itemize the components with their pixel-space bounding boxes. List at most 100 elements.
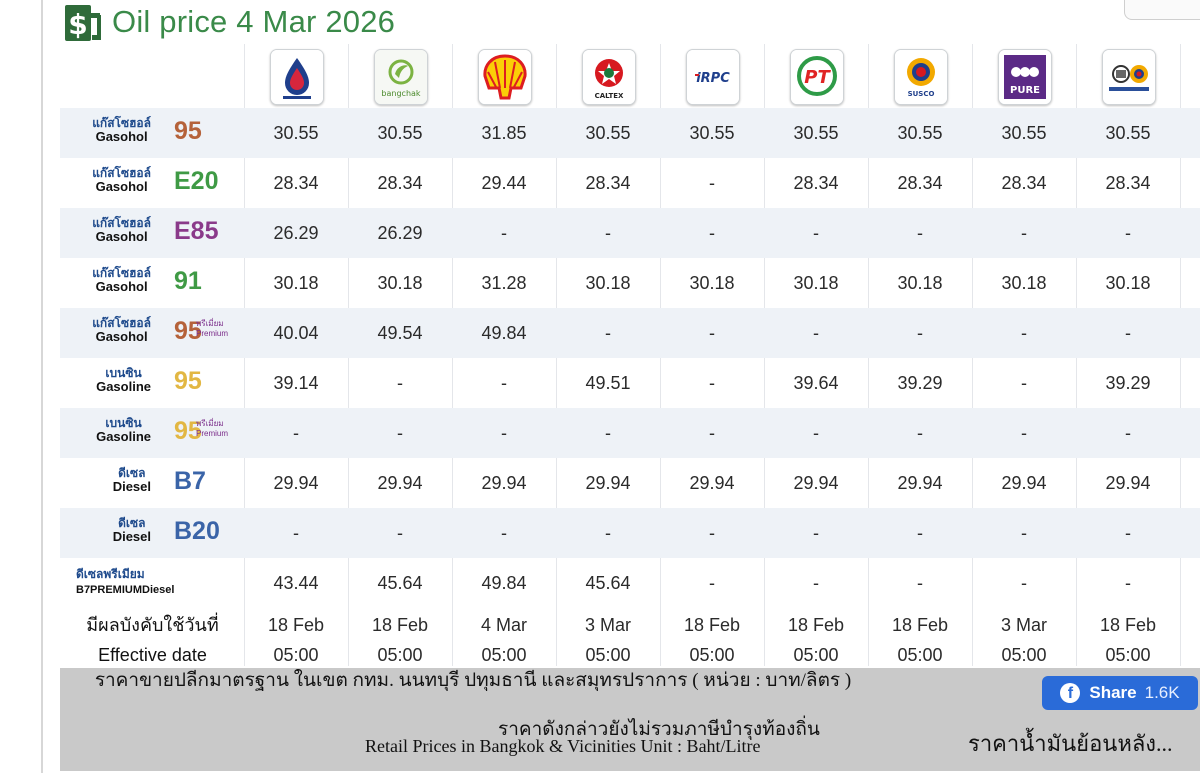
price-cell: 30.18 [377, 273, 423, 293]
price-cell: 29.94 [689, 473, 735, 493]
price-cell: - [501, 423, 507, 443]
fuel-name-stack: ดีเซล Diesel [113, 516, 151, 544]
fuel-label: ดีเซลพรีเมียม B7PREMIUMDiesel [60, 558, 245, 608]
price-cell: 30.55 [377, 123, 423, 143]
retail-note-thai: ราคาขายปลีกมาตรฐาน ในเขต กทม. นนทบุรี ปท… [94, 670, 852, 691]
page-left-border [41, 0, 43, 773]
price-cell: - [813, 573, 819, 593]
fuel-name-stack: ดีเซลพรีเมียม B7PREMIUMDiesel [76, 566, 174, 598]
fuel-label: เบนซิน Gasoline 95 พรีเมี่ยม Premium [60, 408, 245, 458]
price-cell: 45.64 [585, 573, 631, 593]
top-right-widget[interactable] [1124, 0, 1200, 20]
price-cell: - [397, 373, 403, 393]
effective-time-cell: 05:00 [377, 645, 423, 665]
premium-badge: พรีเมี่ยม Premium [196, 319, 228, 339]
effective-time-cell: 05:00 [793, 645, 839, 665]
svg-text:PURE: PURE [1010, 85, 1040, 96]
pure-logo-icon: PURE [998, 49, 1052, 105]
fuel-label: ดีเซล Diesel B7 [60, 458, 245, 508]
fuel-english-name: Gasohol [95, 129, 148, 144]
fuel-thai-name: แก๊สโซฮอล์ [92, 316, 151, 330]
price-history-link[interactable]: ราคาน้ำมันย้อนหลัง... [968, 731, 1173, 756]
fuel-label: แก๊สโซฮอล์ Gasohol 95 พรีเมี่ยม Premium [60, 308, 245, 358]
fuel-row: ดีเซลพรีเมียม B7PREMIUMDiesel 43.44 45.64 49… [60, 558, 1200, 608]
fuel-code: 95 [174, 367, 202, 395]
price-cell: - [501, 223, 507, 243]
price-cell: - [709, 223, 715, 243]
fuel-name-stack: แก๊สโซฮอล์ Gasohol [92, 166, 151, 194]
price-cell: 28.34 [897, 173, 943, 193]
fuel-thai-name: แก๊สโซฮอล์ [92, 166, 151, 180]
fuel-english-name: Gasohol [95, 179, 148, 194]
price-cell: - [605, 423, 611, 443]
fuel-row: เบนซิน Gasoline 95 39.14 - - 49.51 - 39.64 39.29 -… [60, 358, 1200, 408]
fuel-name-stack: เบนซิน Gasoline [96, 416, 151, 444]
price-cell: 49.54 [377, 323, 423, 343]
price-cell: - [709, 173, 715, 193]
price-cell: - [917, 523, 923, 543]
fuel-english-name: Diesel [112, 479, 151, 494]
price-cell: 30.55 [1105, 123, 1151, 143]
price-cell: 26.29 [377, 223, 423, 243]
price-cell: 31.28 [481, 273, 527, 293]
price-cell: 29.94 [793, 473, 839, 493]
price-cell: 49.84 [481, 573, 527, 593]
price-cell: - [501, 523, 507, 543]
price-cell: 30.18 [689, 273, 735, 293]
fuel-english-name: Gasohol [95, 229, 148, 244]
effective-date-cell: 18 Feb [1099, 615, 1157, 635]
effective-date-cell: 18 Feb [787, 615, 845, 635]
page-header: $ Oil price 4 Mar 2026 [62, 0, 395, 44]
fuel-code: E85 [174, 217, 219, 245]
fuel-row: แก๊สโซฮอล์ Gasohol E85 26.29 26.29 - - - - - - - [60, 208, 1200, 258]
price-cell: 30.18 [1001, 273, 1047, 293]
effective-date-cell: 18 Feb [267, 615, 325, 635]
price-cell: - [397, 523, 403, 543]
price-cell: - [293, 423, 299, 443]
fuel-name-stack: เบนซิน Gasoline [96, 366, 151, 394]
price-cell: 40.04 [273, 323, 319, 343]
effective-time-row: Effective date 05:00 05:00 05:00 05:00 05:00… [60, 640, 1200, 670]
svg-text:PT: PT [804, 67, 831, 88]
fuel-english-name: B7PREMIUMDiesel [76, 584, 175, 596]
price-cell: 28.34 [273, 173, 319, 193]
price-cell: - [1021, 423, 1027, 443]
price-cell: 39.29 [1105, 373, 1151, 393]
price-cell: 28.34 [793, 173, 839, 193]
dealer-logo-icon [1102, 49, 1156, 105]
price-cell: - [813, 423, 819, 443]
fuel-thai-name: แก๊สโซฮอล์ [92, 116, 151, 130]
svg-text:bangchak: bangchak [381, 89, 421, 98]
fuel-label: แก๊สโซฮอล์ Gasohol E20 [60, 158, 245, 208]
svg-text:SUSCO: SUSCO [908, 90, 935, 98]
svg-text:CALTEX: CALTEX [595, 92, 624, 100]
price-cell: - [1125, 323, 1131, 343]
share-label: Share [1089, 683, 1137, 702]
effective-eng-label: Effective date [98, 645, 207, 665]
fuel-thai-name: แก๊สโซฮอล์ [92, 266, 151, 280]
effective-date-row: มีผลบังคับใช้วันที่ 18 Feb 18 Feb 4 Mar 3 M… [60, 610, 1200, 640]
price-cell: - [1125, 573, 1131, 593]
effective-date-cell: 4 Mar [480, 615, 527, 635]
effective-time-cell: 05:00 [689, 645, 735, 665]
brand-susco: SUSCO [868, 49, 972, 107]
price-cell: - [1125, 523, 1131, 543]
fuel-label: เบนซิน Gasoline 95 [60, 358, 245, 408]
price-cell: 49.51 [585, 373, 631, 393]
price-cell: 28.34 [585, 173, 631, 193]
effective-time-cell: 05:00 [273, 645, 319, 665]
fuel-english-name: Diesel [112, 529, 151, 544]
fuel-code: 95 [174, 417, 202, 445]
effective-thai-label: มีผลบังคับใช้วันที่ [86, 615, 219, 635]
brand-bangchak: bangchak [348, 49, 452, 107]
price-cell: - [1021, 323, 1027, 343]
price-cell: 30.18 [793, 273, 839, 293]
price-cell: - [397, 423, 403, 443]
premium-thai: พรีเมี่ยม [196, 319, 224, 328]
svg-text:$: $ [68, 8, 87, 41]
price-cell: 39.29 [897, 373, 943, 393]
premium-badge: พรีเมี่ยม Premium [196, 419, 228, 439]
share-button[interactable]: f Share 1.6K [1042, 676, 1198, 710]
fuel-code: 95 [174, 117, 202, 145]
tax-note-thai: ราคาดังกล่าวยังไม่รวมภาษีบำรุงท้องถิ่น [498, 719, 820, 740]
